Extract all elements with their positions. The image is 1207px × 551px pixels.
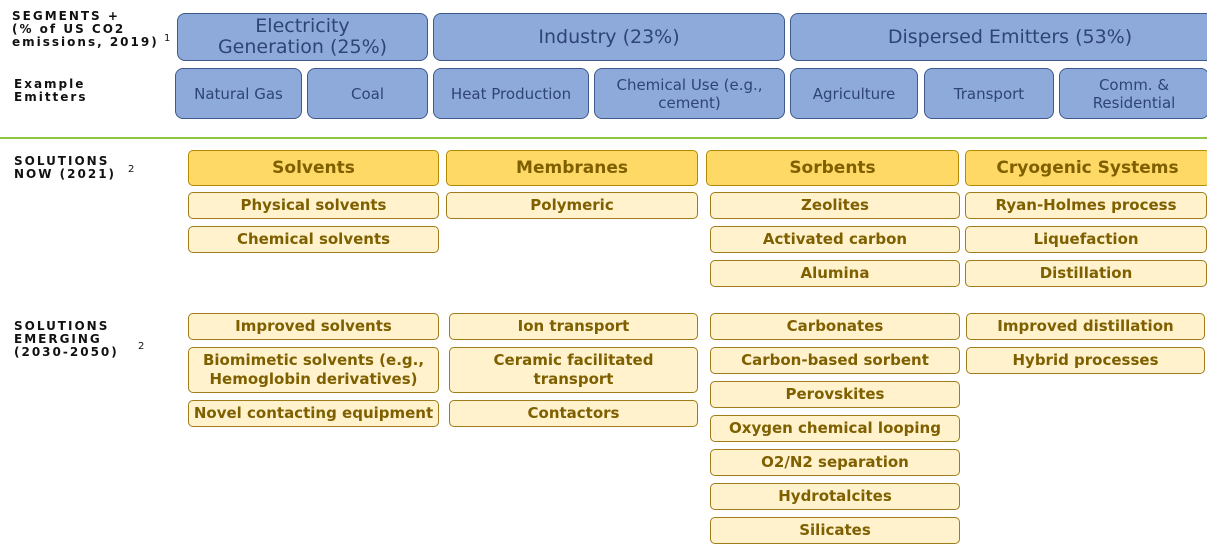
divider <box>0 137 1207 139</box>
solution-item: Hydrotalcites <box>710 483 960 510</box>
footnote-ref: 2 <box>138 341 145 352</box>
solution-item: O2/N2 separation <box>710 449 960 476</box>
solution-item: Physical solvents <box>188 192 439 219</box>
solution-item: Novel contacting equipment <box>188 400 439 427</box>
solution-item: Perovskites <box>710 381 960 408</box>
solution-item: Biomimetic solvents (e.g., Hemoglobin de… <box>188 347 439 393</box>
emerging-list: Improved solvents Biomimetic solvents (e.… <box>188 313 439 434</box>
solution-item: Distillation <box>965 260 1207 287</box>
solution-item: Liquefaction <box>965 226 1207 253</box>
row-label: SOLUTIONS EMERGING (2030-2050) 2 <box>14 319 144 359</box>
solution-item: Hybrid processes <box>966 347 1205 374</box>
row-label-line: Example <box>14 77 86 91</box>
solution-item: Contactors <box>449 400 698 427</box>
solution-item: Alumina <box>710 260 960 287</box>
row-label: Example Emitters <box>14 78 88 104</box>
row-label-line: SEGMENTS + <box>12 9 120 23</box>
solution-header: Solvents <box>188 150 439 186</box>
emerging-list: Improved distillation Hybrid processes <box>966 313 1205 381</box>
segment: Industry (23%) <box>433 13 785 61</box>
row-label-line: emissions, 2019) <box>12 35 159 49</box>
solution-item: Activated carbon <box>710 226 960 253</box>
row-label-line: NOW (2021) <box>14 167 117 181</box>
solution-item: Zeolites <box>710 192 960 219</box>
solution-item: Chemical solvents <box>188 226 439 253</box>
solution-item: Oxygen chemical looping <box>710 415 960 442</box>
solution-item: Ryan-Holmes process <box>965 192 1207 219</box>
emitter: Chemical Use (e.g., cement) <box>594 68 785 119</box>
solution-item: Improved distillation <box>966 313 1205 340</box>
now-list: Zeolites Activated carbon Alumina <box>710 192 960 294</box>
solution-header: Cryogenic Systems <box>965 150 1207 186</box>
now-list: Physical solvents Chemical solvents <box>188 192 439 260</box>
segment: Dispersed Emitters (53%) <box>790 13 1207 61</box>
emitter: Heat Production <box>433 68 589 119</box>
row-label: SOLUTIONS NOW (2021) 2 <box>14 154 134 181</box>
row-label-line: Emitters <box>14 90 88 104</box>
emerging-list: Ion transport Ceramic facilitated transpo… <box>449 313 698 434</box>
solution-item: Ion transport <box>449 313 698 340</box>
row-label-line: (2030-2050) <box>14 345 119 359</box>
solution-item: Improved solvents <box>188 313 439 340</box>
emitter: Comm. & Residential <box>1059 68 1207 119</box>
footnote-ref: 1 <box>164 33 171 44</box>
emitter: Transport <box>924 68 1054 119</box>
solution-item: Carbon-based sorbent <box>710 347 960 374</box>
row-label-line: EMERGING <box>14 332 102 346</box>
now-list: Polymeric <box>446 192 698 226</box>
row-label: SEGMENTS + (% of US CO2 emissions, 2019) 1 <box>12 9 170 49</box>
segment: Electricity Generation (25%) <box>177 13 428 61</box>
emitter: Coal <box>307 68 428 119</box>
emitter: Agriculture <box>790 68 918 119</box>
row-label-line: SOLUTIONS <box>14 154 110 168</box>
row-label-line: (% of US CO2 <box>12 22 126 36</box>
solution-item: Carbonates <box>710 313 960 340</box>
footnote-ref: 2 <box>128 164 135 175</box>
row-label-line: SOLUTIONS <box>14 319 110 333</box>
now-list: Ryan-Holmes process Liquefaction Distillat… <box>965 192 1207 294</box>
solution-item: Ceramic facilitated transport <box>449 347 698 393</box>
solution-header: Membranes <box>446 150 698 186</box>
emerging-list: Carbonates Carbon-based sorbent Perovskite… <box>710 313 960 551</box>
emitter: Natural Gas <box>175 68 302 119</box>
solution-item: Polymeric <box>446 192 698 219</box>
solution-header: Sorbents <box>706 150 959 186</box>
